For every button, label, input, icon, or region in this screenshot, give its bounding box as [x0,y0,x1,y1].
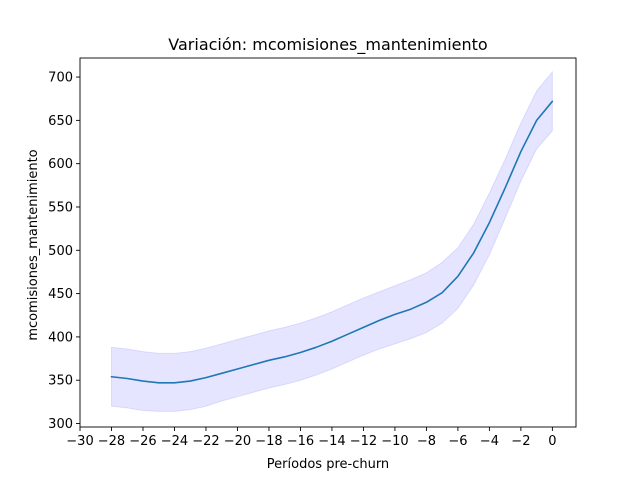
x-tick-label: −26 [129,434,156,449]
x-axis-title: Períodos pre-churn [267,457,389,472]
x-tick-label: −16 [287,434,314,449]
x-tick-label: −28 [98,434,125,449]
y-tick-label: 400 [48,330,73,345]
x-tick-label: −8 [417,434,436,449]
x-tick-label: −18 [255,434,282,449]
chart-title: Variación: mcomisiones_mantenimiento [168,35,487,55]
series-line-0 [110,100,554,384]
y-tick-label: 450 [48,287,73,302]
y-tick-label: 650 [48,114,73,129]
y-tick-label: 600 [48,157,73,172]
axes: −30 −28 −26 −24 −22 −20 −18 −16 −14 −12 −10 −8 −6 −4−… [48,57,577,449]
x-tick-label: −6 [448,434,467,449]
plot-area [110,70,554,412]
y-tick-label: 350 [48,374,73,389]
x-tick-label: 0 [548,434,556,449]
y-tick-label: 700 [48,71,73,86]
x-tick-label: −2 [511,434,530,449]
y-tick-label: 300 [48,417,73,432]
x-tick-label: −30 [66,434,93,449]
x-tick-label: −14 [318,434,345,449]
y-axis-title: mcomisiones_mantenimiento [26,149,41,340]
y-tick-label: 550 [48,200,73,215]
x-tick-label: −4 [480,434,499,449]
x-tick-label: −12 [350,434,377,449]
x-tick-label: −24 [161,434,188,449]
y-tick-label: 500 [48,244,73,259]
x-tick-label: −10 [381,434,408,449]
confidence-band-0 [110,70,553,412]
x-tick-label: −20 [224,434,251,449]
x-tick-label: −22 [192,434,219,449]
plot-frame [79,57,577,428]
